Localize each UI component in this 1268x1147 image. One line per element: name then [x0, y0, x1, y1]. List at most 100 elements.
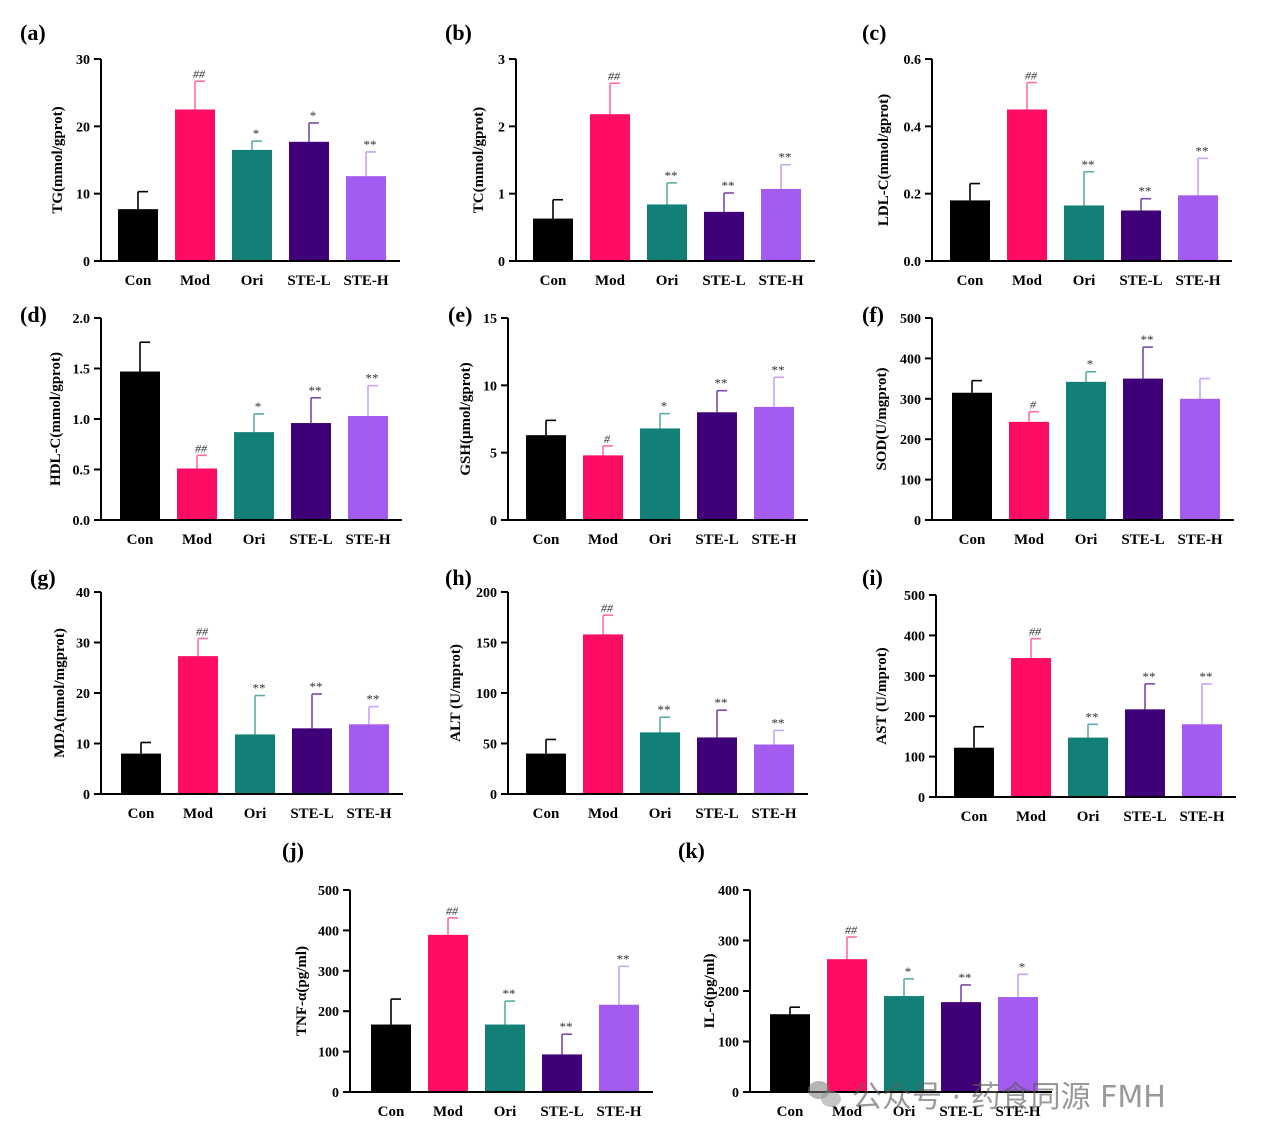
x-tick-label: STE-L [695, 532, 738, 548]
panel-label: (a) [20, 20, 46, 45]
panel-label: (i) [862, 565, 883, 590]
y-tick-label: 400 [900, 352, 921, 367]
x-tick-label: STE-L [540, 1104, 583, 1120]
y-tick-label: 200 [318, 1005, 339, 1020]
significance-marker: ** [772, 715, 785, 730]
significance-marker: ** [1200, 669, 1213, 684]
bar-ori [232, 149, 272, 261]
chart-panel-k: (k) Con ## Mod * Ori ** STE-L * STE-H 0 100 200 300 40… [678, 838, 1052, 1120]
significance-marker: ## [608, 69, 621, 83]
x-tick-label: Con [961, 809, 988, 825]
significance-marker: * [1087, 357, 1094, 372]
x-tick-label: Con [378, 1104, 405, 1120]
x-tick-label: STE-H [596, 1104, 641, 1120]
bar-mod [1007, 109, 1047, 261]
x-tick-label: Ori [1073, 273, 1096, 289]
y-axis-label: TNF-α(pg/ml) [294, 946, 310, 1036]
y-tick-label: 0.4 [904, 120, 922, 135]
bar-ori [1068, 737, 1108, 797]
x-tick-label: Mod [588, 806, 619, 822]
y-tick-label: 1.0 [73, 413, 91, 428]
bar-ste-h [1182, 724, 1222, 797]
x-tick-label: Con [127, 532, 154, 548]
x-tick-label: STE-L [1119, 273, 1162, 289]
x-tick-label: Mod [433, 1104, 464, 1120]
y-tick-label: 0 [498, 255, 505, 270]
bar-ste-l [289, 141, 329, 261]
y-axis-label: TG(mmol/gprot) [50, 106, 66, 213]
panel-label: (f) [862, 302, 884, 327]
significance-marker: ** [1082, 157, 1095, 172]
chart-panel-g: (g) Con ## Mod ** Ori ** STE-L ** STE-H 0 10 20 30 40 M… [30, 565, 403, 822]
x-tick-label: STE-L [287, 273, 330, 289]
significance-marker: ** [1141, 332, 1154, 347]
bar-ste-h [1180, 398, 1220, 520]
bar-ste-h [1178, 195, 1218, 261]
significance-marker: ** [1139, 184, 1152, 199]
y-tick-label: 0.0 [73, 514, 91, 529]
x-tick-label: STE-H [345, 532, 390, 548]
significance-marker: ** [253, 681, 266, 696]
bar-con [121, 753, 161, 794]
y-tick-label: 100 [900, 474, 921, 489]
x-tick-label: STE-L [290, 806, 333, 822]
y-tick-label: 200 [718, 985, 739, 1000]
significance-marker: ** [366, 371, 379, 386]
y-axis-label: SOD(U/mgprot) [874, 367, 890, 470]
x-tick-label: Ori [656, 273, 679, 289]
significance-marker: ** [722, 178, 735, 193]
x-tick-label: STE-L [702, 273, 745, 289]
bar-con [526, 435, 566, 520]
bar-ste-l [1123, 378, 1163, 520]
bar-con [526, 753, 566, 794]
x-tick-label: Ori [243, 532, 266, 548]
significance-marker: ** [959, 970, 972, 985]
significance-marker: ** [1196, 143, 1209, 158]
y-axis-label: HDL-C(mmol/gprot) [48, 352, 64, 486]
significance-marker: # [604, 432, 611, 446]
bar-mod [428, 934, 468, 1092]
y-tick-label: 100 [718, 1036, 739, 1051]
chart-panel-f: (f) Con # Mod * Ori ** STE-L STE-H 0 100 200 300 400 5… [862, 302, 1234, 548]
x-tick-label: STE-L [695, 806, 738, 822]
y-tick-label: 0 [918, 791, 925, 806]
x-tick-label: STE-H [1179, 809, 1224, 825]
y-tick-label: 20 [76, 120, 90, 135]
x-tick-label: STE-L [1121, 532, 1164, 548]
significance-marker: ** [1143, 669, 1156, 684]
bar-ori [884, 996, 924, 1092]
x-tick-label: Ori [1075, 532, 1098, 548]
y-tick-label: 0.2 [904, 188, 922, 203]
x-tick-label: Mod [832, 1104, 863, 1120]
y-tick-label: 2.0 [73, 312, 91, 327]
y-axis-label: AST (U/mprot) [874, 647, 890, 744]
significance-marker: ** [364, 137, 377, 152]
bar-ori [640, 732, 680, 794]
y-axis-label: MDA(nmol/mgprot) [52, 628, 68, 758]
y-tick-label: 40 [76, 586, 90, 601]
y-tick-label: 500 [318, 884, 339, 899]
significance-marker: ** [309, 383, 322, 398]
y-tick-label: 10 [76, 188, 90, 203]
significance-marker: * [253, 126, 260, 141]
x-tick-label: Mod [1016, 809, 1047, 825]
panel-label: (j) [282, 838, 304, 863]
significance-marker: ** [617, 951, 630, 966]
significance-marker: ** [772, 362, 785, 377]
y-tick-label: 150 [476, 637, 497, 652]
y-tick-label: 200 [476, 586, 497, 601]
y-axis-label: LDL-C(mmol/gprot) [876, 94, 892, 226]
y-tick-label: 100 [318, 1046, 339, 1061]
y-tick-label: 50 [483, 738, 497, 753]
y-tick-label: 400 [904, 629, 925, 644]
y-tick-label: 15 [483, 312, 497, 327]
x-tick-label: Con [125, 273, 152, 289]
bar-con [952, 392, 992, 520]
y-tick-label: 100 [476, 687, 497, 702]
x-tick-label: STE-H [751, 806, 796, 822]
x-tick-label: Con [957, 273, 984, 289]
significance-marker: ** [367, 692, 380, 707]
y-tick-label: 2 [498, 120, 505, 135]
bar-ste-l [941, 1002, 981, 1092]
significance-marker: ** [560, 1019, 573, 1034]
